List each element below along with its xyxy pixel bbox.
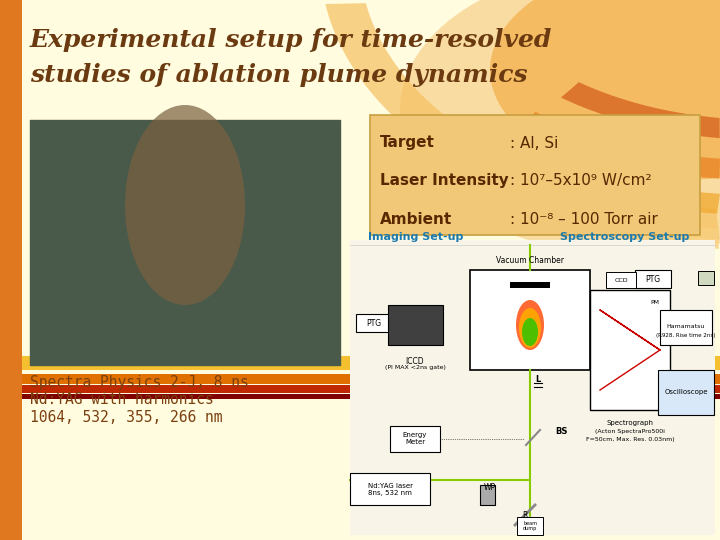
Bar [388,305,443,345]
Bar [510,282,550,288]
Ellipse shape [519,308,541,348]
Text: PTG: PTG [366,319,382,327]
Ellipse shape [522,318,538,346]
Text: Laser Intensity: Laser Intensity [380,173,509,188]
Bar [30,120,340,365]
Text: Experimental setup for time-resolved: Experimental setup for time-resolved [30,28,552,52]
Text: PM: PM [650,300,660,305]
Text: : Al, Si: : Al, Si [510,136,559,151]
Bar [22,374,720,384]
Text: F=50cm, Max. Res. 0.03nm): F=50cm, Max. Res. 0.03nm) [585,437,675,442]
Text: : 10⁷–5x10⁹ W/cm²: : 10⁷–5x10⁹ W/cm² [510,173,652,188]
Text: BS: BS [555,428,567,436]
Text: Target: Target [380,136,435,151]
Text: beam
dump: beam dump [523,521,537,531]
Text: Spectra Physics 2-J, 8 ns
Nd:YAG with harmonics
1064, 532, 355, 266 nm: Spectra Physics 2-J, 8 ns Nd:YAG with ha… [30,375,248,425]
Bar [635,270,671,288]
Ellipse shape [400,0,720,255]
Text: Imaging Set-up: Imaging Set-up [368,232,464,242]
Polygon shape [486,138,720,214]
Text: (Acton SpectraPro500i: (Acton SpectraPro500i [595,429,665,434]
Polygon shape [518,112,720,179]
Polygon shape [561,82,720,138]
Text: CCD: CCD [614,278,628,282]
Bar [698,271,714,285]
Text: R: R [522,510,528,519]
Text: (R928, Rise time 2ns): (R928, Rise time 2ns) [657,333,716,338]
Text: Ambient: Ambient [380,212,452,226]
Polygon shape [454,164,719,249]
Text: ICCD: ICCD [405,357,424,367]
Text: Nd:YAG laser
8ns, 532 nm: Nd:YAG laser 8ns, 532 nm [367,483,413,496]
Text: Hamamatsu: Hamamatsu [667,325,705,329]
Ellipse shape [490,0,720,180]
Bar [22,356,720,370]
Bar [606,272,636,288]
Text: Energy
Meter: Energy Meter [402,433,427,446]
Bar [660,310,712,345]
Text: L: L [536,375,541,384]
Bar [390,426,440,452]
Bar [480,485,495,505]
Bar [0,0,22,540]
Text: (PI MAX <2ns gate): (PI MAX <2ns gate) [384,366,446,370]
Bar [22,385,720,393]
Text: Oscilloscope: Oscilloscope [665,389,708,395]
Bar [350,473,430,505]
Text: Spectroscopy Set-up: Spectroscopy Set-up [560,232,689,242]
Ellipse shape [125,105,245,305]
Bar [470,270,590,370]
Bar [517,517,543,535]
Text: Spectrograph: Spectrograph [606,420,654,426]
Polygon shape [325,3,719,239]
Text: : 10⁻⁸ – 100 Torr air: : 10⁻⁸ – 100 Torr air [510,212,658,226]
Text: studies of ablation plume dynamics: studies of ablation plume dynamics [30,63,528,87]
Bar [350,240,715,535]
Bar [370,115,700,235]
Bar [22,394,720,399]
Text: WP: WP [484,483,496,492]
Ellipse shape [516,300,544,350]
Bar [356,314,392,332]
Bar [658,370,714,415]
Bar [590,290,670,410]
Text: Vacuum Chamber: Vacuum Chamber [496,256,564,265]
Text: PTG: PTG [645,274,660,284]
